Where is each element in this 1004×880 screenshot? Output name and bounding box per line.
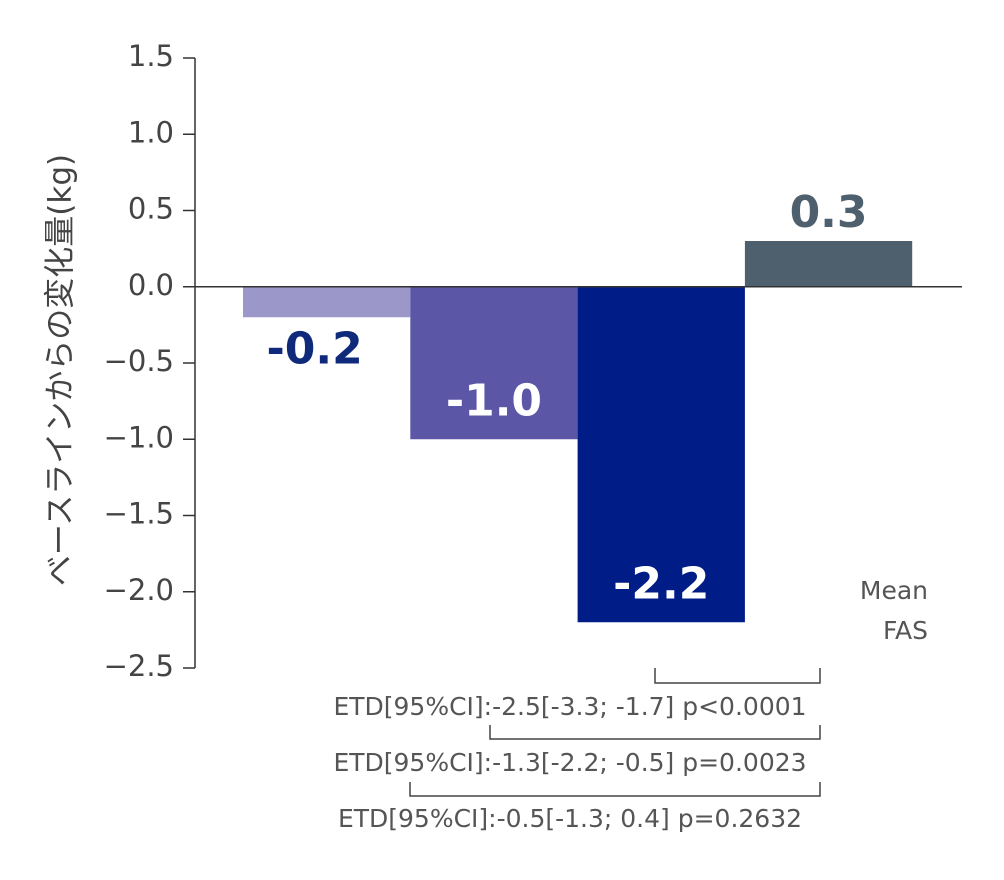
value-label: 0.3 bbox=[790, 187, 868, 238]
bracket bbox=[409, 782, 821, 797]
bar bbox=[744, 241, 913, 287]
bar bbox=[410, 286, 578, 440]
annotation: ETD[95%CI]:-1.3[-2.2; -0.5] p=0.0023 bbox=[333, 748, 806, 777]
annotation: FAS bbox=[883, 616, 928, 645]
y-tick-label: 1.5 bbox=[128, 39, 174, 73]
bar bbox=[577, 286, 745, 623]
bracket bbox=[489, 725, 821, 740]
bracket bbox=[654, 668, 821, 684]
annotation: Mean bbox=[860, 576, 928, 605]
y-tick-label: −2.0 bbox=[104, 573, 174, 607]
y-tick-label: −2.5 bbox=[104, 649, 174, 683]
annotation: ETD[95%CI]:-2.5[-3.3; -1.7] p<0.0001 bbox=[333, 692, 806, 721]
annotation: ETD[95%CI]:-0.5[-1.3; 0.4] p=0.2632 bbox=[338, 804, 802, 833]
bar bbox=[243, 286, 411, 318]
value-label: -1.0 bbox=[446, 375, 542, 426]
y-tick-label: −1.0 bbox=[104, 420, 174, 454]
y-axis-label: ベースラインからの変化量(kg) bbox=[43, 154, 79, 586]
y-tick-label: 0.5 bbox=[128, 192, 174, 226]
y-tick-label: −1.5 bbox=[104, 497, 174, 531]
y-tick-label: −0.5 bbox=[104, 344, 174, 378]
y-tick-label: 1.0 bbox=[128, 115, 174, 149]
value-label: -0.2 bbox=[267, 323, 363, 374]
value-label: -2.2 bbox=[613, 558, 709, 609]
y-tick-label: 0.0 bbox=[128, 268, 174, 302]
